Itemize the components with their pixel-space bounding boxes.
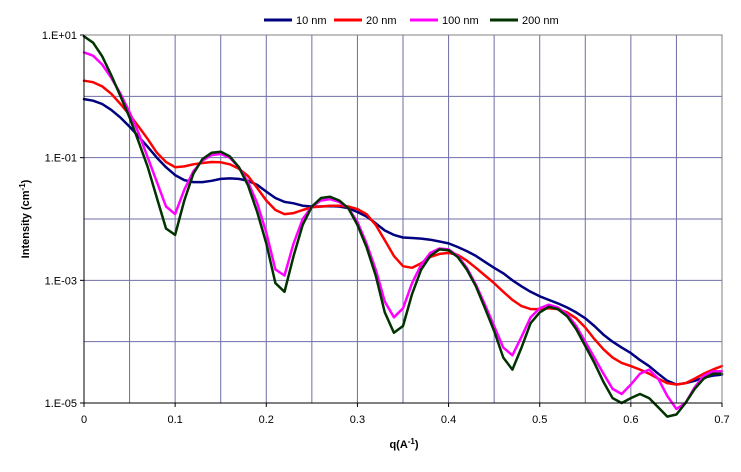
y-tick-label: 1.E-03 bbox=[45, 275, 77, 287]
grid-lines bbox=[84, 34, 722, 404]
series-line-100-nm bbox=[82, 51, 724, 411]
x-axis-title-main: q(A bbox=[389, 439, 407, 451]
series-line-200-nm bbox=[82, 35, 724, 418]
x-tick-label: 0.6 bbox=[623, 414, 638, 426]
y-tick-label: 1.E-05 bbox=[45, 398, 77, 410]
y-axis-ticks: 1.E+01 1.E-01 1.E-03 1.E-05 bbox=[42, 30, 84, 410]
y-tick-label: 1.E-01 bbox=[45, 153, 77, 165]
x-axis-ticks: 0 0.1 0.2 0.3 0.4 0.5 0.6 0.7 bbox=[81, 403, 730, 426]
legend-label: 100 nm bbox=[442, 15, 479, 27]
legend-label: 20 nm bbox=[366, 15, 397, 27]
x-axis-title-end: ) bbox=[415, 439, 419, 451]
x-tick-label: 0.2 bbox=[259, 414, 274, 426]
x-tick-label: 0.5 bbox=[532, 414, 547, 426]
x-tick-label: 0.3 bbox=[350, 414, 365, 426]
x-tick-label: 0.7 bbox=[714, 414, 729, 426]
y-axis-title-superscript: -1 bbox=[18, 183, 27, 191]
series-layer bbox=[82, 35, 724, 418]
x-tick-label: 0.1 bbox=[167, 414, 182, 426]
x-axis-title-superscript: -1 bbox=[408, 437, 416, 446]
legend: 10 nm 20 nm 100 nm 200 nm bbox=[264, 15, 559, 27]
y-tick-label: 1.E+01 bbox=[42, 30, 77, 42]
y-axis-title: Intensity (cm-1) bbox=[18, 179, 32, 258]
x-tick-label: 0.4 bbox=[441, 414, 456, 426]
legend-label: 200 nm bbox=[522, 15, 559, 27]
axes bbox=[83, 34, 723, 404]
series-line-20-nm bbox=[82, 79, 724, 386]
x-tick-label: 0 bbox=[81, 414, 87, 426]
y-axis-title-end: ) bbox=[20, 179, 32, 183]
y-axis-title-main: Intensity (cm bbox=[20, 190, 32, 258]
legend-label: 10 nm bbox=[296, 15, 327, 27]
x-axis-title: q(A-1) bbox=[389, 437, 418, 451]
